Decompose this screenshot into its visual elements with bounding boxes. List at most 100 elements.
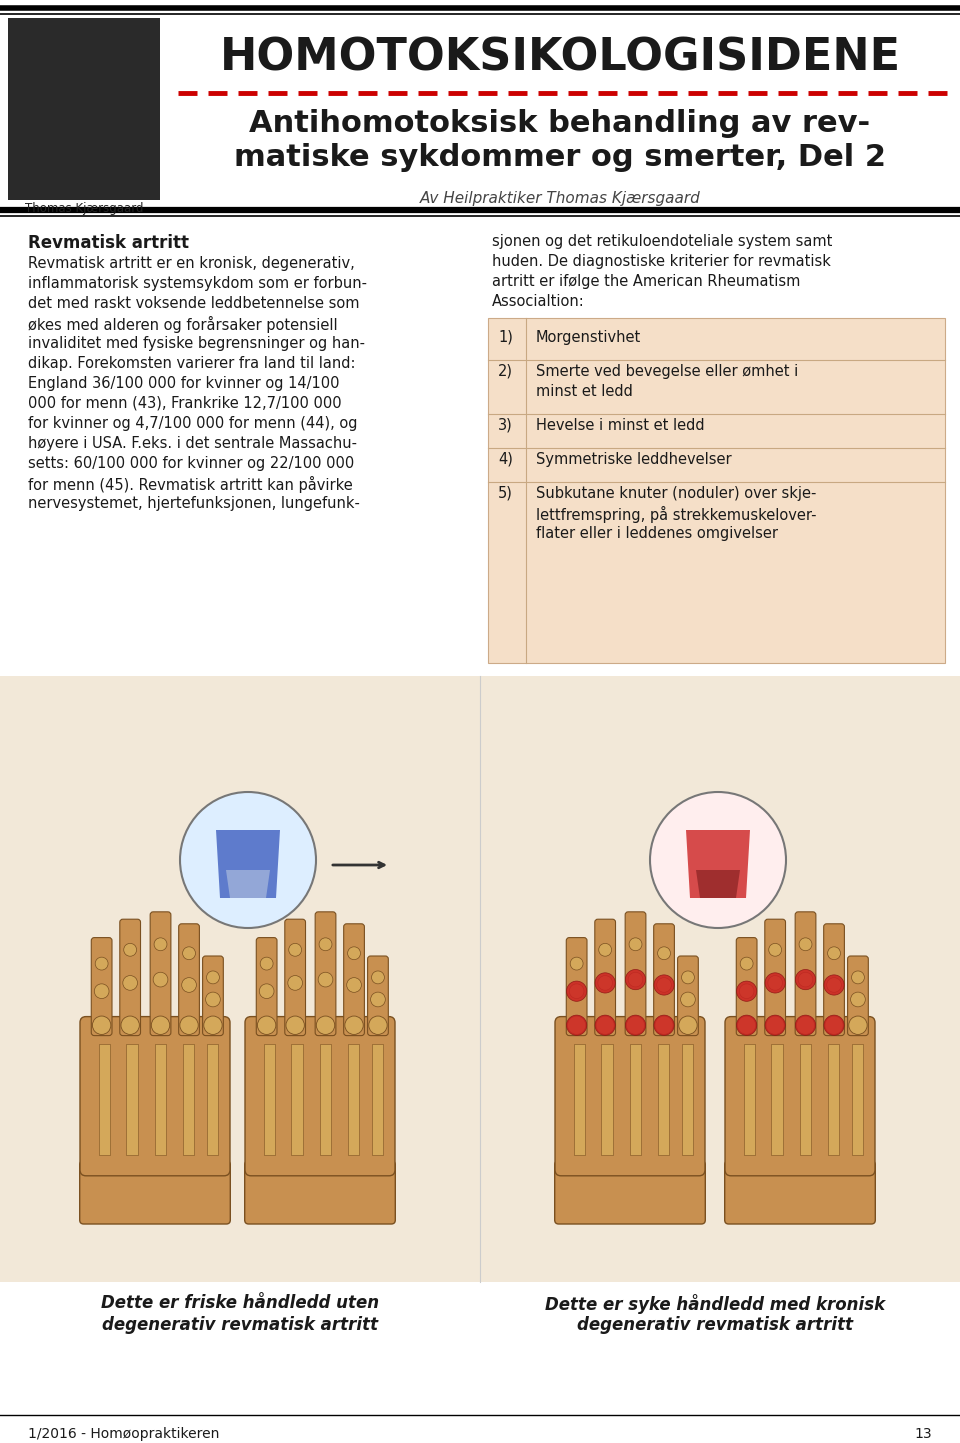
Bar (0, 675, 480, 1281)
Circle shape (371, 993, 385, 1007)
Circle shape (289, 944, 301, 957)
Circle shape (257, 1016, 276, 1035)
Text: minst et ledd: minst et ledd (536, 384, 633, 400)
Bar (602, 1045, 612, 1154)
FancyBboxPatch shape (595, 919, 615, 1036)
Text: høyere i USA. F.eks. i det sentrale Massachu-: høyere i USA. F.eks. i det sentrale Mass… (28, 436, 357, 452)
Bar (99, 1045, 110, 1154)
Circle shape (769, 944, 781, 957)
Bar (630, 1045, 641, 1154)
Circle shape (319, 938, 332, 951)
Text: 1/2016 - Homøopraktikeren: 1/2016 - Homøopraktikeren (28, 1427, 220, 1442)
Bar (852, 1045, 862, 1154)
Circle shape (681, 993, 695, 1007)
FancyBboxPatch shape (256, 938, 277, 1036)
Circle shape (796, 1016, 815, 1035)
Circle shape (796, 1014, 816, 1036)
Text: inflammatorisk systemsykdom som er forbun-: inflammatorisk systemsykdom som er forbu… (28, 276, 367, 291)
FancyBboxPatch shape (736, 938, 757, 1036)
Text: matiske sykdommer og smerter, Del 2: matiske sykdommer og smerter, Del 2 (234, 143, 886, 172)
Text: 3): 3) (498, 418, 513, 433)
Circle shape (799, 938, 812, 951)
FancyBboxPatch shape (555, 1160, 706, 1224)
Circle shape (318, 973, 333, 987)
Circle shape (181, 977, 197, 993)
Circle shape (737, 1016, 756, 1035)
Text: artritt er ifølge the American Rheumatism: artritt er ifølge the American Rheumatis… (492, 274, 801, 289)
Bar (828, 1045, 839, 1154)
FancyBboxPatch shape (488, 317, 945, 662)
Bar (182, 1045, 194, 1154)
Text: 4): 4) (498, 452, 513, 468)
Polygon shape (686, 830, 750, 898)
Circle shape (596, 1016, 614, 1035)
Circle shape (372, 971, 384, 984)
Text: degenerativ revmatisk artritt: degenerativ revmatisk artritt (577, 1316, 853, 1333)
Text: England 36/100 000 for kvinner og 14/100: England 36/100 000 for kvinner og 14/100 (28, 377, 340, 391)
Circle shape (369, 1016, 387, 1035)
Circle shape (650, 792, 786, 928)
Bar (744, 1045, 755, 1154)
Bar (658, 1045, 668, 1154)
Circle shape (657, 977, 671, 993)
Text: invaliditet med fysiske begrensninger og han-: invaliditet med fysiske begrensninger og… (28, 336, 365, 351)
Circle shape (626, 1016, 645, 1035)
Circle shape (628, 973, 643, 987)
Circle shape (570, 957, 583, 970)
Text: setts: 60/100 000 for kvinner og 22/100 000: setts: 60/100 000 for kvinner og 22/100 … (28, 456, 354, 470)
Circle shape (347, 977, 361, 993)
Polygon shape (226, 870, 270, 898)
Circle shape (180, 1016, 198, 1035)
FancyBboxPatch shape (150, 912, 171, 1036)
Text: for menn (45). Revmatisk artritt kan påvirke: for menn (45). Revmatisk artritt kan påv… (28, 476, 352, 494)
Circle shape (595, 973, 615, 993)
Bar (372, 1045, 383, 1154)
Circle shape (798, 973, 813, 987)
Circle shape (740, 957, 753, 970)
Circle shape (204, 1016, 222, 1035)
Circle shape (679, 1016, 697, 1035)
Text: Thomas Kjærsgaard: Thomas Kjærsgaard (25, 202, 143, 215)
Circle shape (625, 1014, 646, 1036)
Circle shape (598, 975, 612, 990)
Circle shape (567, 1016, 586, 1035)
Text: 5): 5) (498, 486, 513, 501)
Circle shape (206, 971, 220, 984)
Text: nervesystemet, hjertefunksjonen, lungefunk-: nervesystemet, hjertefunksjonen, lungefu… (28, 496, 360, 511)
Circle shape (180, 792, 316, 928)
FancyBboxPatch shape (848, 957, 869, 1036)
Text: 1): 1) (498, 330, 513, 345)
FancyBboxPatch shape (285, 919, 305, 1036)
FancyBboxPatch shape (8, 17, 160, 201)
FancyBboxPatch shape (368, 957, 388, 1036)
FancyBboxPatch shape (91, 938, 112, 1036)
Circle shape (121, 1016, 139, 1035)
FancyBboxPatch shape (203, 957, 224, 1036)
Circle shape (768, 975, 782, 990)
Bar (206, 1045, 218, 1154)
Text: 13: 13 (914, 1427, 932, 1442)
Text: Associaltion:: Associaltion: (492, 294, 585, 309)
Circle shape (796, 970, 816, 990)
FancyBboxPatch shape (120, 919, 140, 1036)
Text: Antihomotoksisk behandling av rev-: Antihomotoksisk behandling av rev- (250, 110, 871, 139)
Circle shape (682, 971, 694, 984)
FancyBboxPatch shape (315, 912, 336, 1036)
Circle shape (849, 1016, 867, 1035)
Circle shape (94, 984, 109, 999)
Text: degenerativ revmatisk artritt: degenerativ revmatisk artritt (102, 1316, 378, 1333)
Text: Hevelse i minst et ledd: Hevelse i minst et ledd (536, 418, 705, 433)
Bar (348, 1045, 359, 1154)
Bar (800, 1045, 811, 1154)
Bar (772, 1045, 782, 1154)
Text: dikap. Forekomsten varierer fra land til land:: dikap. Forekomsten varierer fra land til… (28, 356, 355, 371)
Circle shape (825, 1016, 843, 1035)
Circle shape (824, 1014, 844, 1036)
Circle shape (286, 1016, 304, 1035)
Circle shape (260, 957, 273, 970)
Text: Revmatisk artritt er en kronisk, degenerativ,: Revmatisk artritt er en kronisk, degener… (28, 255, 355, 271)
Circle shape (625, 970, 646, 990)
Circle shape (599, 944, 612, 957)
Text: Av Heilpraktiker Thomas Kjærsgaard: Av Heilpraktiker Thomas Kjærsgaard (420, 190, 701, 206)
Text: Dette er friske håndledd uten: Dette er friske håndledd uten (101, 1294, 379, 1312)
